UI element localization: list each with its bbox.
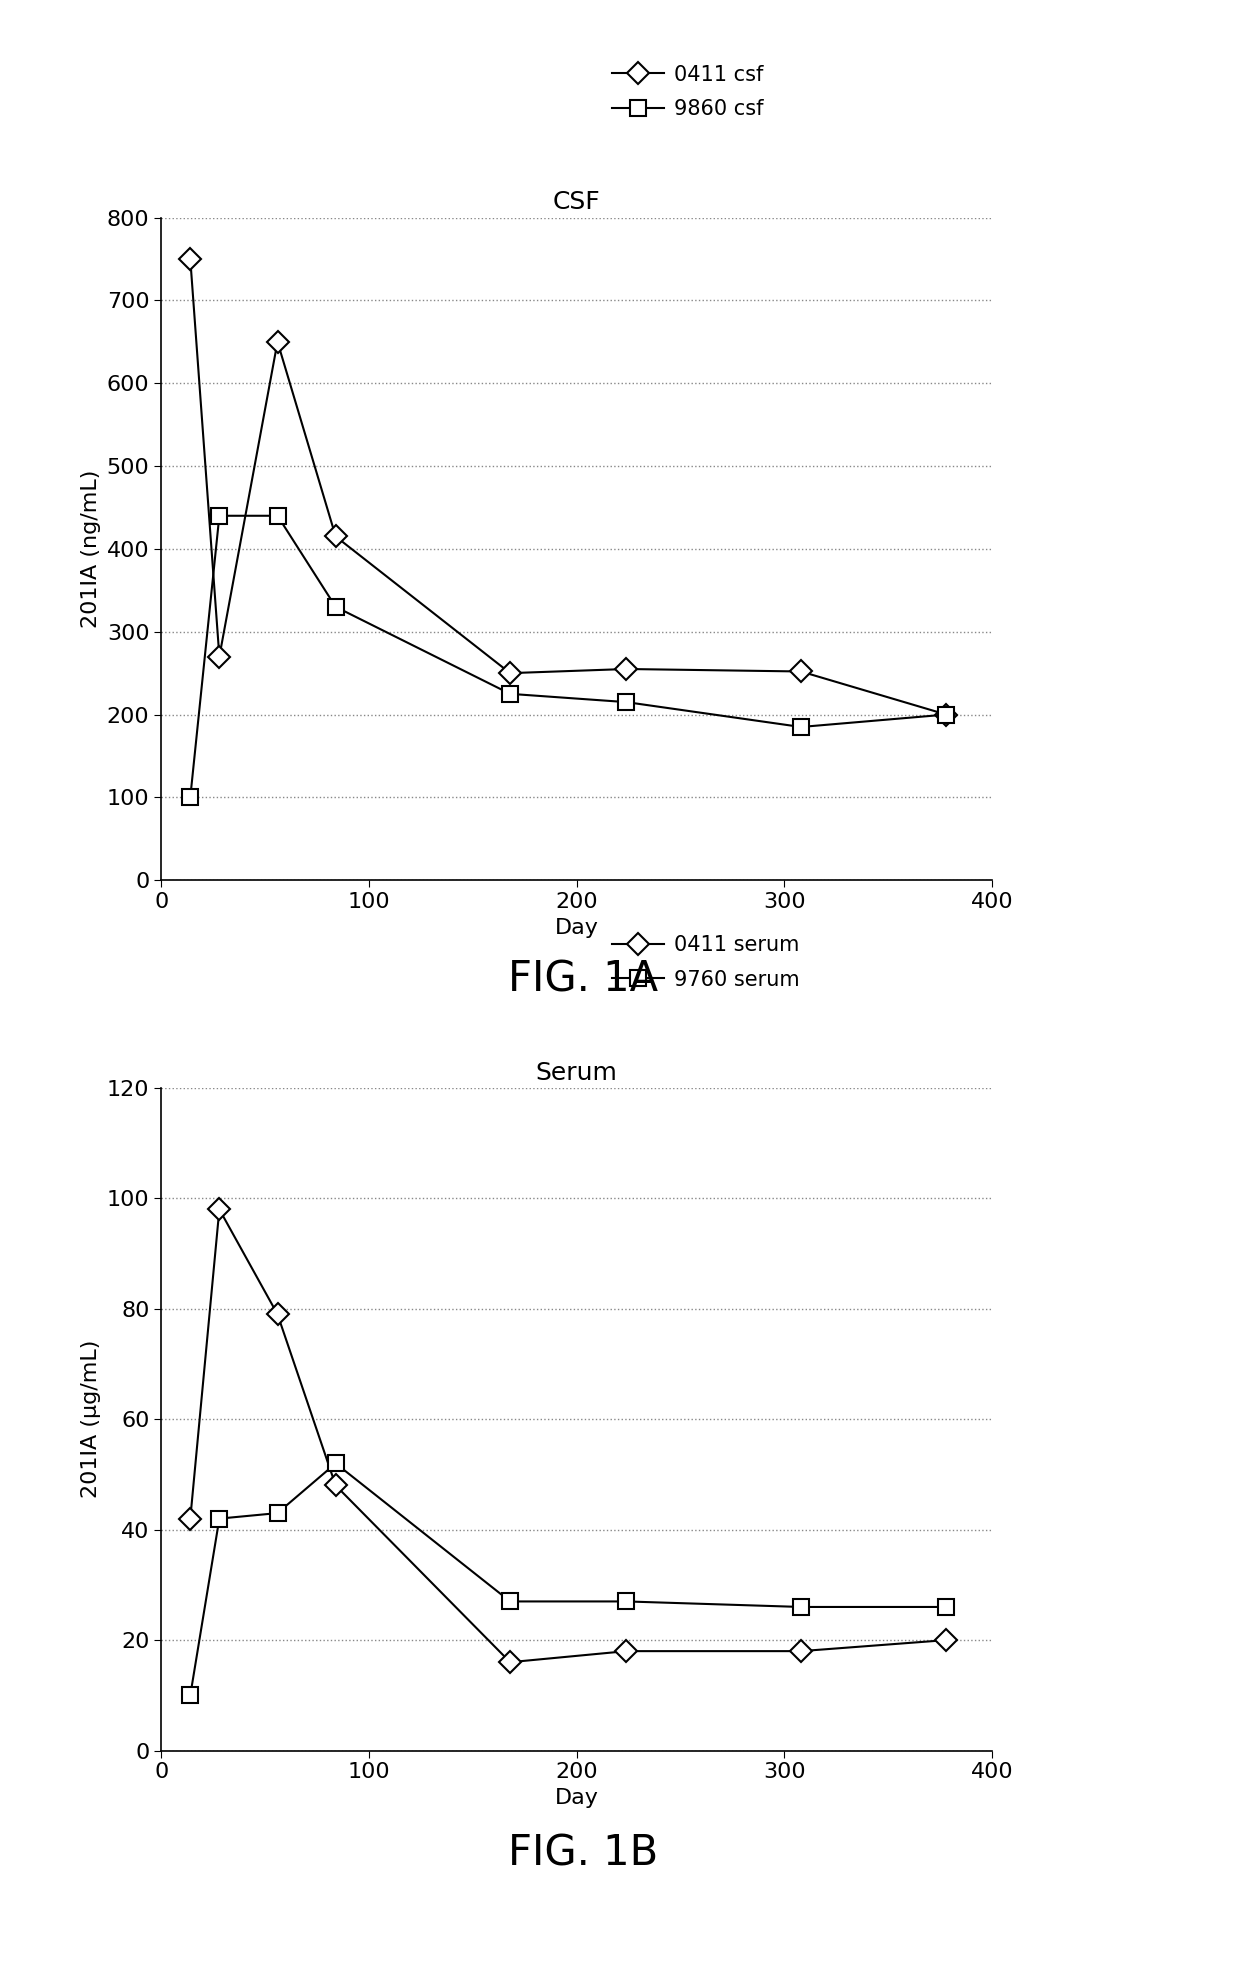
Line: 9860 csf: 9860 csf [182,508,954,805]
0411 csf [502,661,517,684]
Title: CSF: CSF [553,190,600,214]
Text: FIG. 1A: FIG. 1A [507,957,658,1001]
Legend: 0411 serum, 9760 serum: 0411 serum, 9760 serum [604,928,808,999]
9860 csf [939,702,954,726]
0411 serum [502,1650,517,1673]
0411 serum [794,1640,808,1663]
9760 serum [270,1501,285,1525]
9860 csf [619,690,634,714]
Y-axis label: 201IA (μg/mL): 201IA (μg/mL) [81,1339,102,1499]
0411 serum [212,1197,227,1220]
0411 serum [939,1628,954,1652]
9860 csf [329,595,343,619]
Y-axis label: 201IA (ng/mL): 201IA (ng/mL) [81,469,102,629]
0411 csf [329,524,343,548]
Title: Serum: Serum [536,1060,618,1084]
0411 csf [794,659,808,682]
9760 serum [939,1594,954,1618]
Line: 0411 csf: 0411 csf [182,251,954,722]
Line: 9760 serum: 9760 serum [182,1456,954,1703]
9760 serum [212,1507,227,1531]
9860 csf [502,682,517,706]
0411 serum [329,1474,343,1497]
9860 csf [270,504,285,528]
9760 serum [794,1594,808,1618]
9760 serum [502,1590,517,1614]
9860 csf [212,504,227,528]
9760 serum [329,1452,343,1476]
0411 csf [212,645,227,669]
9860 csf [794,716,808,740]
9860 csf [182,785,197,809]
0411 serum [270,1302,285,1325]
0411 serum [182,1507,197,1531]
X-axis label: Day: Day [554,918,599,938]
X-axis label: Day: Day [554,1788,599,1808]
9760 serum [619,1590,634,1614]
0411 csf [270,330,285,354]
0411 csf [939,702,954,726]
9760 serum [182,1683,197,1707]
Line: 0411 serum: 0411 serum [182,1203,954,1669]
0411 csf [182,247,197,271]
0411 csf [619,657,634,680]
0411 serum [619,1640,634,1663]
Text: FIG. 1B: FIG. 1B [507,1832,658,1875]
Legend: 0411 csf, 9860 csf: 0411 csf, 9860 csf [604,57,773,129]
